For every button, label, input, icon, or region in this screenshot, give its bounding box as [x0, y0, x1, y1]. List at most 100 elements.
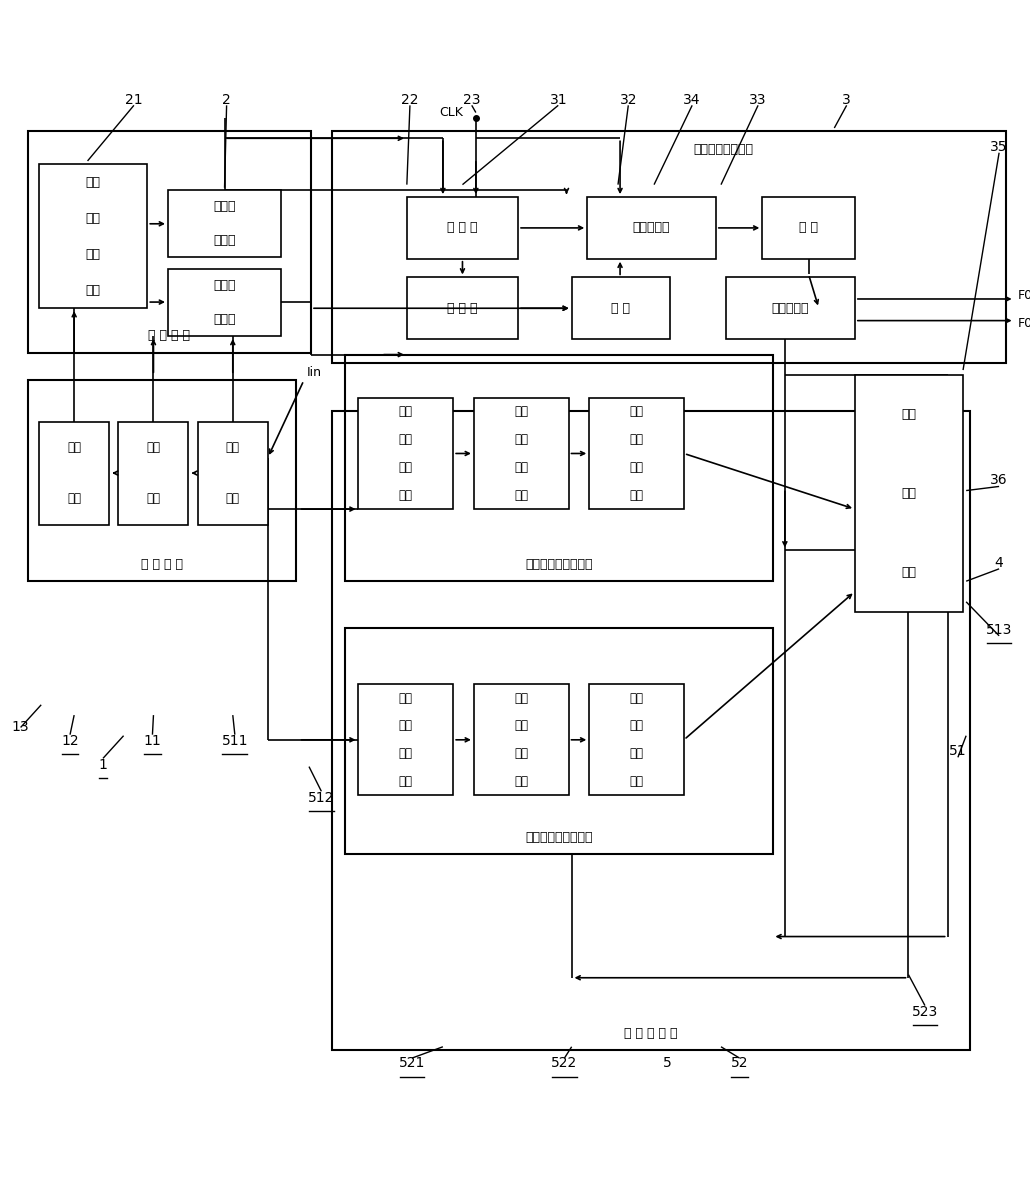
Bar [587, 198, 716, 259]
Bar [589, 684, 684, 795]
Text: 第一: 第一 [514, 406, 528, 419]
Text: 31: 31 [549, 93, 568, 108]
Text: 11: 11 [143, 733, 162, 748]
Text: Iin: Iin [307, 366, 322, 379]
Text: 采样: 采样 [629, 748, 644, 761]
Bar [28, 131, 311, 353]
Text: 基准: 基准 [399, 748, 413, 761]
Text: 或 门: 或 门 [611, 302, 630, 315]
Text: 前级触发器: 前级触发器 [632, 221, 671, 234]
Text: 23: 23 [464, 93, 480, 108]
Text: 电压: 电压 [514, 433, 528, 446]
Text: 正通道: 正通道 [213, 200, 236, 213]
Text: 基准: 基准 [399, 461, 413, 474]
Bar [39, 421, 109, 524]
Text: 第二: 第二 [629, 692, 644, 705]
Text: 后级触发器: 后级触发器 [771, 302, 810, 315]
Text: 与 门: 与 门 [799, 221, 818, 234]
Text: 第一: 第一 [629, 406, 644, 419]
Text: 电压: 电压 [85, 212, 101, 225]
Text: 电阻: 电阻 [629, 433, 644, 446]
Text: 52: 52 [731, 1056, 748, 1071]
Text: 积 分 电 路: 积 分 电 路 [141, 558, 182, 571]
Text: 电路: 电路 [901, 567, 917, 580]
Text: 3: 3 [843, 93, 851, 108]
Bar [358, 397, 453, 509]
Text: 电路: 电路 [67, 492, 81, 505]
Text: 512: 512 [308, 790, 335, 804]
Text: 电压: 电压 [399, 433, 413, 446]
Text: 521: 521 [399, 1056, 425, 1071]
Text: 反 相 器: 反 相 器 [447, 302, 478, 315]
Text: 计 数 器: 计 数 器 [447, 221, 478, 234]
Text: 51: 51 [949, 744, 967, 758]
Bar [474, 397, 569, 509]
Bar [589, 397, 684, 509]
Text: 网络: 网络 [629, 489, 644, 502]
Text: 5: 5 [663, 1056, 672, 1071]
Text: 积分: 积分 [226, 441, 240, 454]
Text: 第一: 第一 [399, 406, 413, 419]
Bar [345, 627, 772, 854]
Text: 负通道: 负通道 [213, 279, 236, 292]
Bar [407, 277, 518, 340]
Text: 第二: 第二 [399, 692, 413, 705]
Bar [28, 381, 296, 581]
Text: 扩流: 扩流 [67, 441, 81, 454]
Bar [407, 198, 518, 259]
Text: 积分: 积分 [146, 441, 161, 454]
Text: 采样: 采样 [629, 461, 644, 474]
Text: 数字逻辑控制电路: 数字逻辑控制电路 [693, 143, 753, 156]
Text: 负电流恒流复位电路: 负电流恒流复位电路 [525, 830, 592, 843]
Text: 设置: 设置 [85, 247, 101, 260]
Text: F0+: F0+ [1018, 290, 1030, 303]
Text: 运放: 运放 [514, 489, 528, 502]
Text: 12: 12 [61, 733, 79, 748]
Bar [168, 189, 281, 257]
Bar [198, 421, 268, 524]
Text: 电路: 电路 [85, 284, 101, 297]
Bar [118, 421, 188, 524]
Bar [358, 684, 453, 795]
Text: 523: 523 [912, 1004, 938, 1019]
Text: 32: 32 [620, 93, 637, 108]
Text: 第二: 第二 [514, 692, 528, 705]
Text: 22: 22 [402, 93, 418, 108]
Text: 跟随: 跟随 [514, 748, 528, 761]
Bar [332, 131, 1006, 363]
Text: 电路: 电路 [399, 489, 413, 502]
Text: 33: 33 [750, 93, 766, 108]
Bar [345, 355, 772, 581]
Text: 513: 513 [986, 622, 1012, 636]
Text: 网络: 网络 [629, 775, 644, 788]
Text: 运放: 运放 [514, 775, 528, 788]
Text: 电压: 电压 [514, 719, 528, 732]
Text: 比较器: 比较器 [213, 312, 236, 325]
Bar [474, 684, 569, 795]
Text: 13: 13 [11, 720, 30, 735]
Text: 36: 36 [990, 473, 1008, 487]
Text: 比 较 电 路: 比 较 电 路 [148, 329, 191, 342]
Text: 21: 21 [125, 93, 143, 108]
Bar [332, 412, 970, 1049]
Bar [855, 375, 963, 612]
Text: 电压: 电压 [399, 719, 413, 732]
Text: 1: 1 [99, 757, 107, 771]
Text: 恒 流 源 电 路: 恒 流 源 电 路 [624, 1027, 678, 1040]
Text: 2: 2 [222, 93, 231, 108]
Text: 跟随: 跟随 [514, 461, 528, 474]
Text: 511: 511 [221, 733, 248, 748]
Text: 电路: 电路 [399, 775, 413, 788]
Text: CLK: CLK [440, 106, 464, 119]
Text: 522: 522 [551, 1056, 578, 1071]
Text: 开关: 开关 [901, 487, 917, 500]
Bar [762, 198, 855, 259]
Text: 电容: 电容 [146, 492, 161, 505]
Bar [39, 164, 147, 309]
Text: F0-: F0- [1018, 317, 1030, 330]
Text: 比较: 比较 [85, 175, 101, 188]
Bar [572, 277, 670, 340]
Text: 35: 35 [991, 140, 1007, 154]
Text: 电子: 电子 [901, 408, 917, 421]
Bar [726, 277, 855, 340]
